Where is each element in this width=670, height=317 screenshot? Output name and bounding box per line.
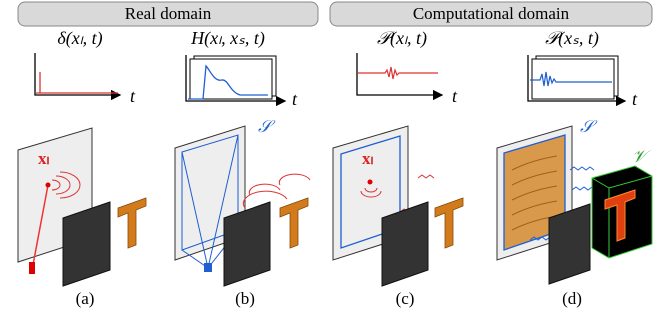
axis-label: t bbox=[452, 86, 458, 106]
panel-label: (b) bbox=[235, 289, 255, 308]
axis-label: t bbox=[130, 86, 136, 106]
hidden-object bbox=[280, 198, 308, 248]
signal bbox=[36, 72, 118, 93]
point bbox=[368, 180, 373, 185]
hidden-object bbox=[118, 198, 146, 248]
header: Real domain bbox=[125, 4, 212, 23]
occluder bbox=[549, 204, 590, 284]
stack bbox=[190, 59, 272, 99]
axis-label: t bbox=[292, 89, 298, 109]
panel-label: (d) bbox=[562, 289, 582, 308]
axis-label: t bbox=[632, 89, 638, 109]
panel-label: (c) bbox=[396, 289, 415, 308]
signal-label: 𝒫(xₗ, t) bbox=[377, 28, 427, 49]
panel-b: H(xₗ, xₛ, t) t 𝒮 (b) bbox=[175, 28, 310, 308]
point bbox=[46, 183, 51, 188]
wall-label: xₗ bbox=[38, 149, 50, 168]
signal-label: δ(xₗ, t) bbox=[57, 28, 102, 49]
wall-label: xₗ bbox=[362, 149, 374, 168]
signal-label: 𝒫(xₛ, t) bbox=[545, 28, 599, 49]
panel-d: 𝒫(xₛ, t) t 𝒮 𝒱 (d) bbox=[497, 28, 652, 308]
plot-axes bbox=[357, 53, 442, 95]
panel-c: 𝒫(xₗ, t) t xₗ (c) bbox=[333, 28, 463, 308]
volume-label: 𝒱 bbox=[632, 147, 652, 166]
wall-label: 𝒮 bbox=[258, 117, 276, 136]
laser-source bbox=[29, 262, 35, 274]
panel-label: (a) bbox=[76, 289, 95, 308]
panel-a: δ(xₗ, t) t xₗ (a) bbox=[18, 28, 146, 308]
figure: Real domain Computational domain δ(xₗ, t… bbox=[0, 0, 670, 317]
stack bbox=[532, 59, 614, 99]
signal-label: H(xₗ, xₛ, t) bbox=[190, 28, 265, 49]
sensor bbox=[204, 263, 212, 272]
header: Computational domain bbox=[413, 4, 570, 23]
plot-axes bbox=[35, 53, 120, 95]
signal bbox=[358, 67, 438, 79]
wall-label: 𝒮 bbox=[580, 117, 598, 136]
hidden-object bbox=[435, 198, 463, 248]
